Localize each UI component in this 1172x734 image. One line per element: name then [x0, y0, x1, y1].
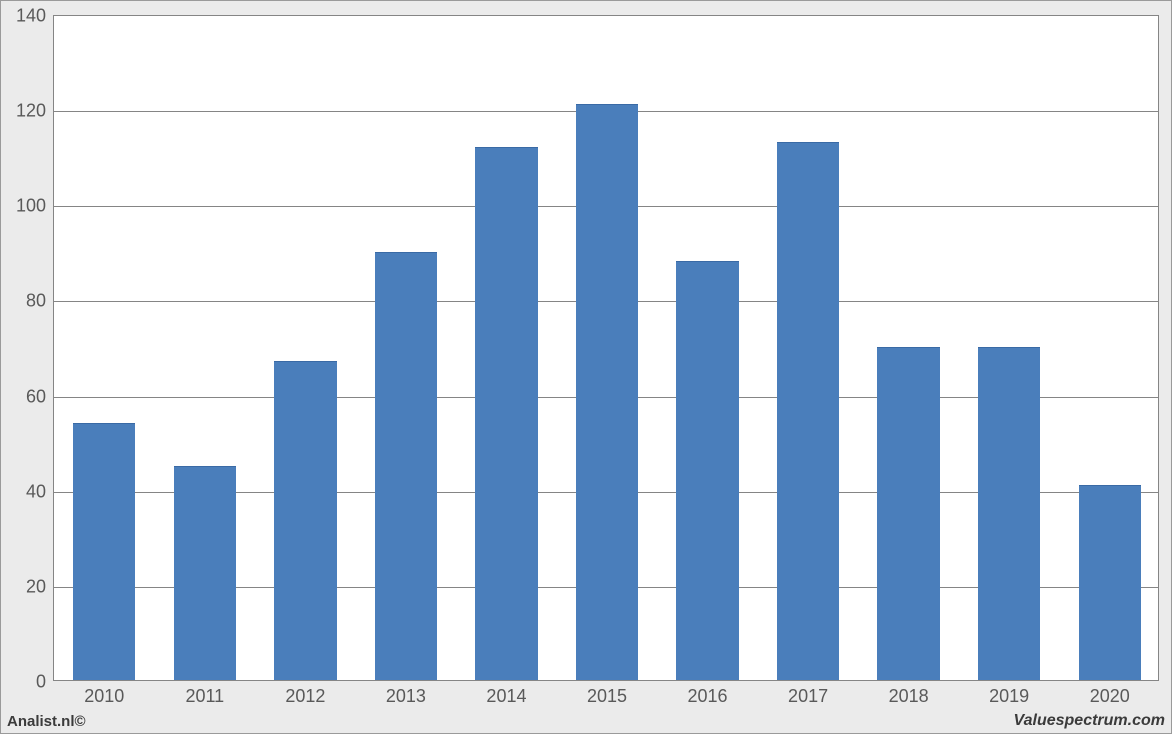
xtick-label: 2013 [386, 680, 426, 707]
xtick-label: 2017 [788, 680, 828, 707]
ytick-label: 60 [26, 386, 54, 407]
ytick-label: 140 [16, 6, 54, 27]
xtick-label: 2018 [889, 680, 929, 707]
xtick-label: 2020 [1090, 680, 1130, 707]
ytick-label: 20 [26, 576, 54, 597]
bar [174, 466, 236, 680]
ytick-label: 100 [16, 196, 54, 217]
bar [676, 261, 738, 680]
bar [576, 104, 638, 680]
ytick-label: 80 [26, 291, 54, 312]
xtick-label: 2014 [486, 680, 526, 707]
xtick-label: 2016 [688, 680, 728, 707]
footer-right-text: Valuespectrum.com [1014, 712, 1165, 730]
chart-container: 0 20 40 60 80 100 120 140 2010 2011 2012 2013 2014 20… [0, 0, 1172, 734]
xtick-label: 2010 [84, 680, 124, 707]
bar [978, 347, 1040, 680]
bar [777, 142, 839, 680]
xtick-label: 2011 [185, 680, 224, 707]
bar [1079, 485, 1141, 680]
ytick-label: 40 [26, 481, 54, 502]
xtick-label: 2015 [587, 680, 627, 707]
footer-left-text: Analist.nl© [7, 713, 86, 730]
bar [375, 252, 437, 680]
ytick-label: 0 [36, 672, 54, 693]
plot-area: 0204060801001201402010201120122013201420… [53, 15, 1159, 681]
bar [274, 361, 336, 680]
xtick-label: 2012 [285, 680, 325, 707]
bar [877, 347, 939, 680]
bar [73, 423, 135, 680]
ytick-label: 120 [16, 101, 54, 122]
xtick-label: 2019 [989, 680, 1029, 707]
bar [475, 147, 537, 680]
